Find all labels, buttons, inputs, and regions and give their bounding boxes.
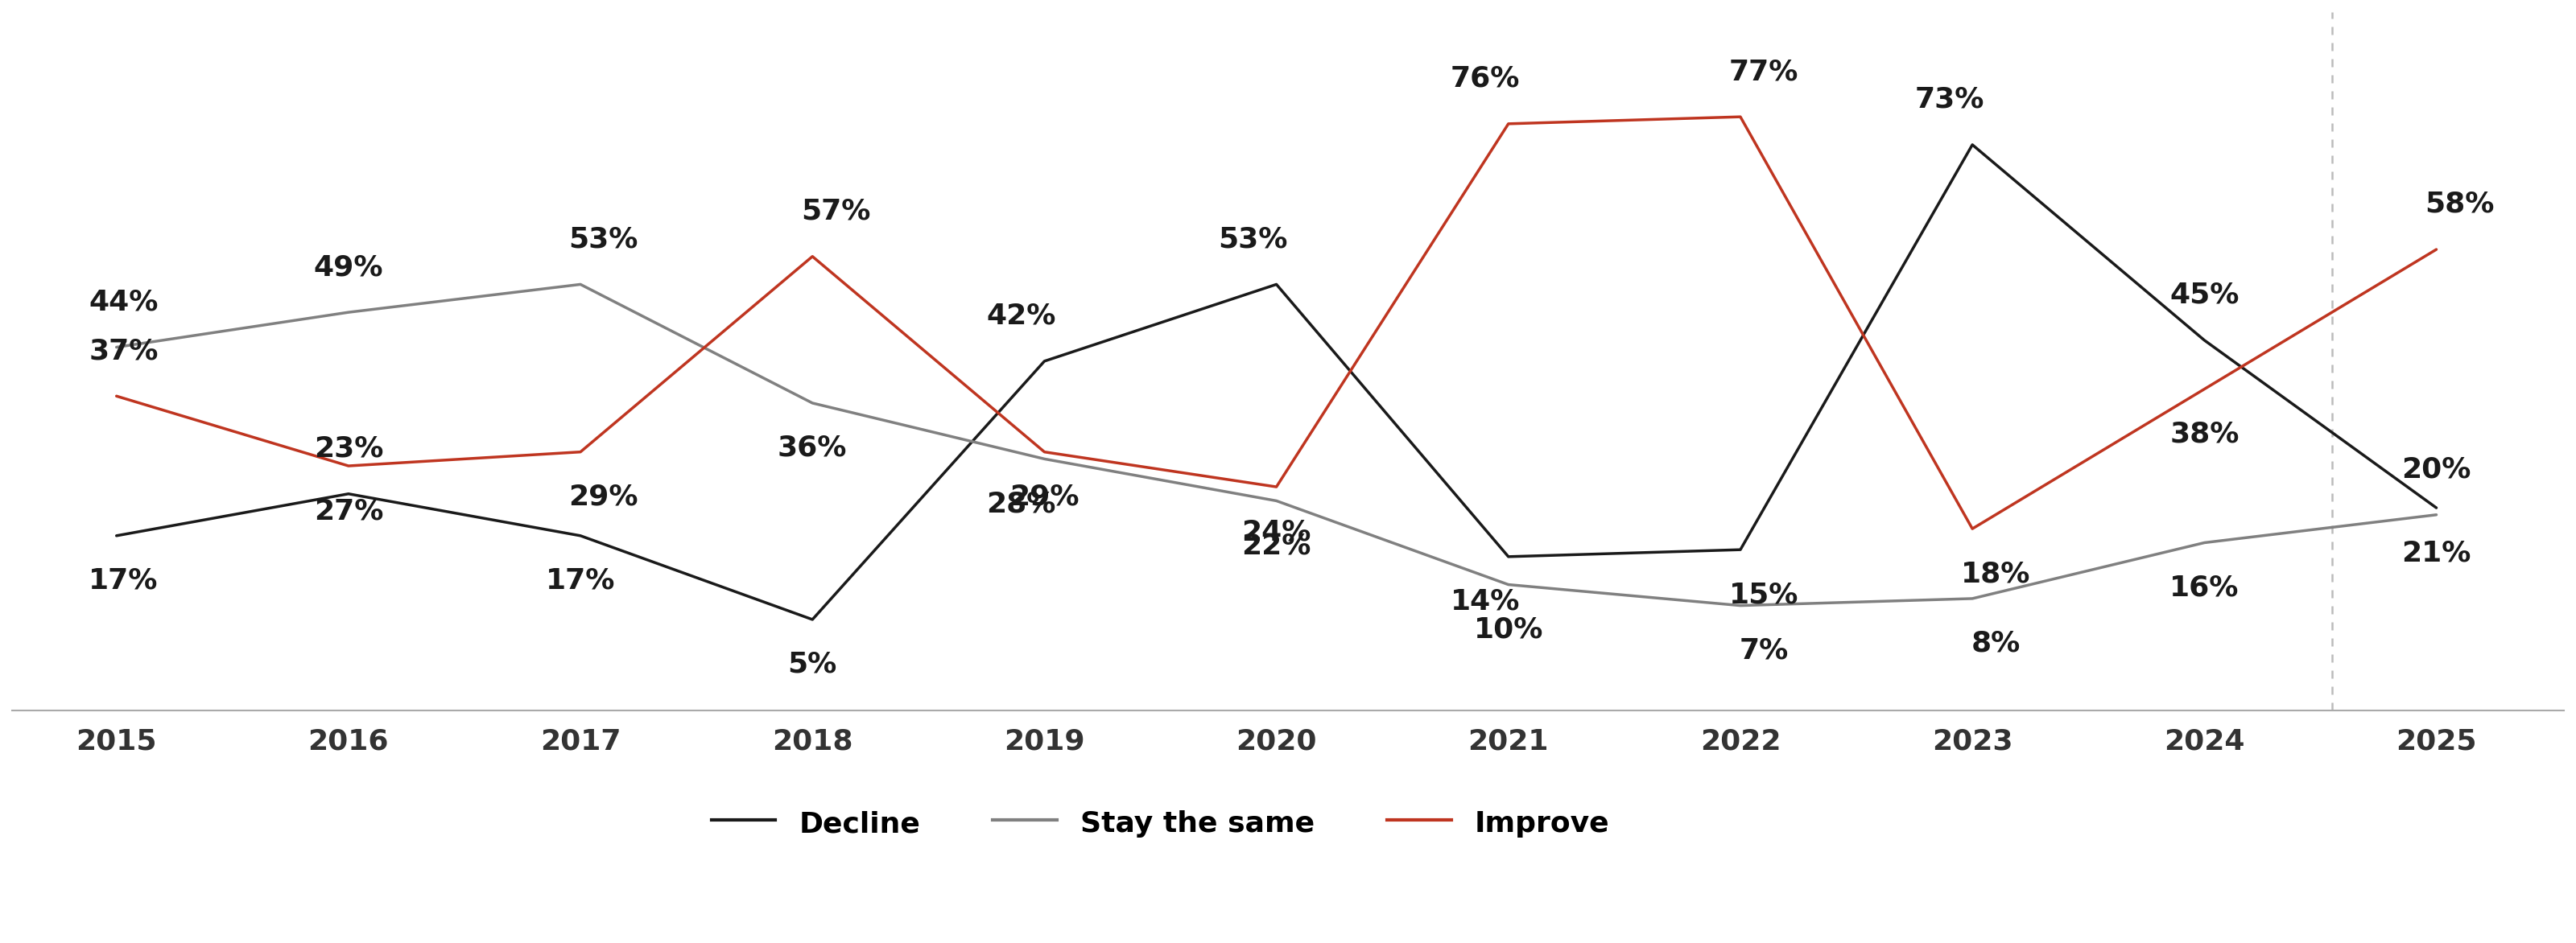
Text: 37%: 37% bbox=[88, 338, 157, 365]
Text: 36%: 36% bbox=[778, 435, 848, 462]
Text: 17%: 17% bbox=[88, 567, 157, 594]
Text: 44%: 44% bbox=[88, 289, 157, 316]
Text: 20%: 20% bbox=[2401, 456, 2470, 484]
Text: 77%: 77% bbox=[1728, 58, 1798, 86]
Text: 42%: 42% bbox=[987, 303, 1056, 330]
Text: 27%: 27% bbox=[314, 497, 384, 524]
Text: 23%: 23% bbox=[314, 435, 384, 462]
Text: 57%: 57% bbox=[801, 198, 871, 225]
Text: 58%: 58% bbox=[2424, 190, 2494, 218]
Text: 5%: 5% bbox=[788, 651, 837, 678]
Text: 73%: 73% bbox=[1914, 86, 1984, 113]
Text: 28%: 28% bbox=[987, 490, 1056, 518]
Text: 29%: 29% bbox=[569, 484, 639, 511]
Text: 17%: 17% bbox=[546, 567, 616, 594]
Text: 21%: 21% bbox=[2401, 539, 2470, 567]
Text: 22%: 22% bbox=[1242, 532, 1311, 559]
Text: 10%: 10% bbox=[1473, 616, 1543, 643]
Text: 53%: 53% bbox=[569, 225, 639, 253]
Text: 49%: 49% bbox=[314, 254, 384, 281]
Text: 15%: 15% bbox=[1728, 581, 1798, 608]
Text: 76%: 76% bbox=[1450, 65, 1520, 92]
Text: 29%: 29% bbox=[1010, 484, 1079, 511]
Text: 53%: 53% bbox=[1218, 225, 1288, 253]
Text: 45%: 45% bbox=[2169, 281, 2239, 308]
Text: 7%: 7% bbox=[1739, 637, 1788, 664]
Text: 14%: 14% bbox=[1450, 588, 1520, 616]
Text: 16%: 16% bbox=[2169, 574, 2239, 602]
Legend: Decline, Stay the same, Improve: Decline, Stay the same, Improve bbox=[701, 796, 1620, 850]
Text: 18%: 18% bbox=[1960, 560, 2030, 587]
Text: 24%: 24% bbox=[1242, 519, 1311, 546]
Text: 38%: 38% bbox=[2169, 421, 2239, 448]
Text: 8%: 8% bbox=[1971, 630, 2020, 657]
